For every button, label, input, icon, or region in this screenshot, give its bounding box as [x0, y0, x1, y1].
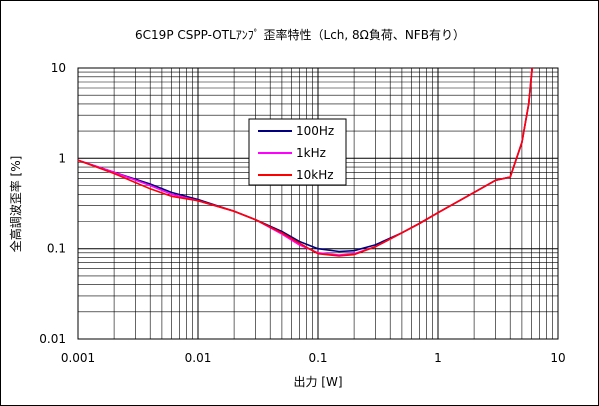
- grid: [77, 68, 558, 340]
- plot-area: [77, 67, 559, 340]
- chart-title: 6C19P CSPP-OTLｱﾝﾌﾟ 歪率特性（Lch, 8Ω負荷、NFB有り）: [135, 27, 465, 42]
- x-tick-label: 10: [550, 351, 565, 365]
- y-tick-label: 0.1: [47, 242, 66, 256]
- y-axis-label: 全高調波歪率 [%]: [8, 156, 23, 253]
- x-tick-label: 0.001: [61, 351, 95, 365]
- x-tick-label: 1: [434, 351, 442, 365]
- series-line-10khz: [77, 67, 533, 257]
- legend-label: 10kHz: [296, 168, 334, 182]
- x-tick-labels: 0.001 0.01 0.1 1 10: [61, 351, 566, 365]
- series-layer: [77, 67, 533, 257]
- legend-label: 100Hz: [296, 124, 334, 138]
- legend-label: 1kHz: [296, 146, 326, 160]
- x-tick-label: 0.01: [185, 351, 212, 365]
- x-tick-label: 0.1: [308, 351, 327, 365]
- x-axis-label: 出力 [W]: [293, 375, 342, 389]
- y-tick-labels: 10 1 0.1 0.01: [39, 61, 66, 346]
- legend: 100Hz 1kHz 10kHz: [248, 118, 347, 186]
- y-tick-label: 1: [58, 151, 66, 165]
- y-tick-label: 10: [51, 61, 66, 75]
- y-tick-label: 0.01: [39, 332, 66, 346]
